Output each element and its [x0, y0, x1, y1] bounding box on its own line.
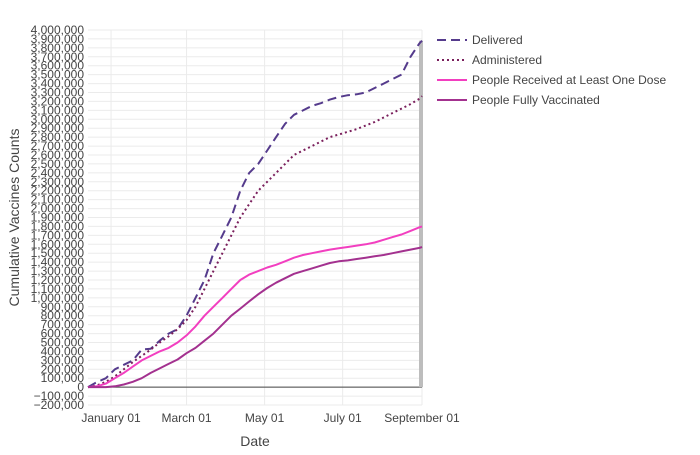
- series-line-4: [88, 246, 423, 389]
- y-tick-label: 1,300,000: [31, 264, 85, 278]
- y-tick-label: 3,200,000: [31, 94, 85, 108]
- y-tick-label: 3,800,000: [31, 41, 85, 55]
- x-tick-label: March 01: [162, 411, 212, 425]
- y-axis-ticks: −200,000−100,0000100,000200,000300,00040…: [31, 23, 85, 412]
- y-tick-label: 1,800,000: [31, 219, 85, 233]
- series-line-2: [87, 95, 423, 389]
- legend: Delivered Administered People Received at …: [437, 33, 666, 107]
- y-tick-label: 2,200,000: [31, 184, 85, 198]
- x-axis-title: Date: [240, 433, 270, 449]
- y-axis-title: Cumulative Vaccines Counts: [6, 129, 22, 307]
- y-tick-label: 900,000: [41, 300, 85, 314]
- series-line-1: [87, 40, 423, 388]
- y-tick-label: 2,000,000: [31, 202, 85, 216]
- x-tick-label: May 01: [245, 411, 285, 425]
- y-tick-label: 4,000,000: [31, 23, 85, 37]
- y-tick-label: 600,000: [41, 327, 85, 341]
- y-tick-label: 1,100,000: [31, 282, 85, 296]
- y-tick-label: 3,600,000: [31, 59, 85, 73]
- y-tick-label: 200,000: [41, 362, 85, 376]
- legend-label: Delivered: [472, 33, 523, 47]
- y-tick-label: 2,800,000: [31, 130, 85, 144]
- zero-line-group: [88, 40, 423, 388]
- y-tick-label: 3,400,000: [31, 77, 85, 91]
- y-tick-label: 3,100,000: [31, 103, 85, 117]
- x-tick-label: September 01: [384, 411, 460, 425]
- y-tick-label: 1,200,000: [31, 273, 85, 287]
- y-tick-label: 500,000: [41, 336, 85, 350]
- y-tick-label: 1,700,000: [31, 228, 85, 242]
- y-tick-label: 0: [77, 380, 84, 394]
- y-tick-label: 300,000: [41, 353, 85, 367]
- y-tick-label: 2,500,000: [31, 157, 85, 171]
- y-tick-label: 2,700,000: [31, 139, 85, 153]
- y-tick-label: 2,600,000: [31, 148, 85, 162]
- y-tick-label: 3,300,000: [31, 86, 85, 100]
- y-tick-label: −200,000: [34, 398, 85, 412]
- y-tick-label: 800,000: [41, 309, 85, 323]
- x-tick-label: January 01: [81, 411, 141, 425]
- y-tick-label: 3,900,000: [31, 32, 85, 46]
- y-tick-label: 2,300,000: [31, 175, 85, 189]
- series-line-3: [87, 225, 423, 389]
- x-tick-label: July 01: [324, 411, 362, 425]
- end-date-marker: [419, 40, 423, 388]
- x-axis-ticks: January 01 March 01 May 01 July 01 September…: [81, 411, 460, 425]
- y-tick-label: 1,400,000: [31, 255, 85, 269]
- y-tick-label: 3,500,000: [31, 68, 85, 82]
- y-tick-label: 3,700,000: [31, 50, 85, 64]
- y-tick-label: 1,900,000: [31, 211, 85, 225]
- legend-label: People Received at Least One Dose: [472, 73, 666, 87]
- y-tick-label: 1,600,000: [31, 237, 85, 251]
- y-tick-label: 3,000,000: [31, 112, 85, 126]
- legend-label: People Fully Vaccinated: [472, 93, 600, 107]
- y-tick-label: 100,000: [41, 371, 85, 385]
- y-tick-label: 2,100,000: [31, 193, 85, 207]
- y-tick-label: 1,500,000: [31, 246, 85, 260]
- y-tick-label: 2,900,000: [31, 121, 85, 135]
- y-tick-label: 1,000,000: [31, 291, 85, 305]
- y-tick-label: 2,400,000: [31, 166, 85, 180]
- legend-label: Administered: [472, 53, 542, 67]
- y-tick-label: 400,000: [41, 344, 85, 358]
- gridlines: [88, 29, 423, 406]
- series-lines: [87, 40, 423, 389]
- y-tick-label: −100,000: [34, 389, 85, 403]
- y-tick-label: 700,000: [41, 318, 85, 332]
